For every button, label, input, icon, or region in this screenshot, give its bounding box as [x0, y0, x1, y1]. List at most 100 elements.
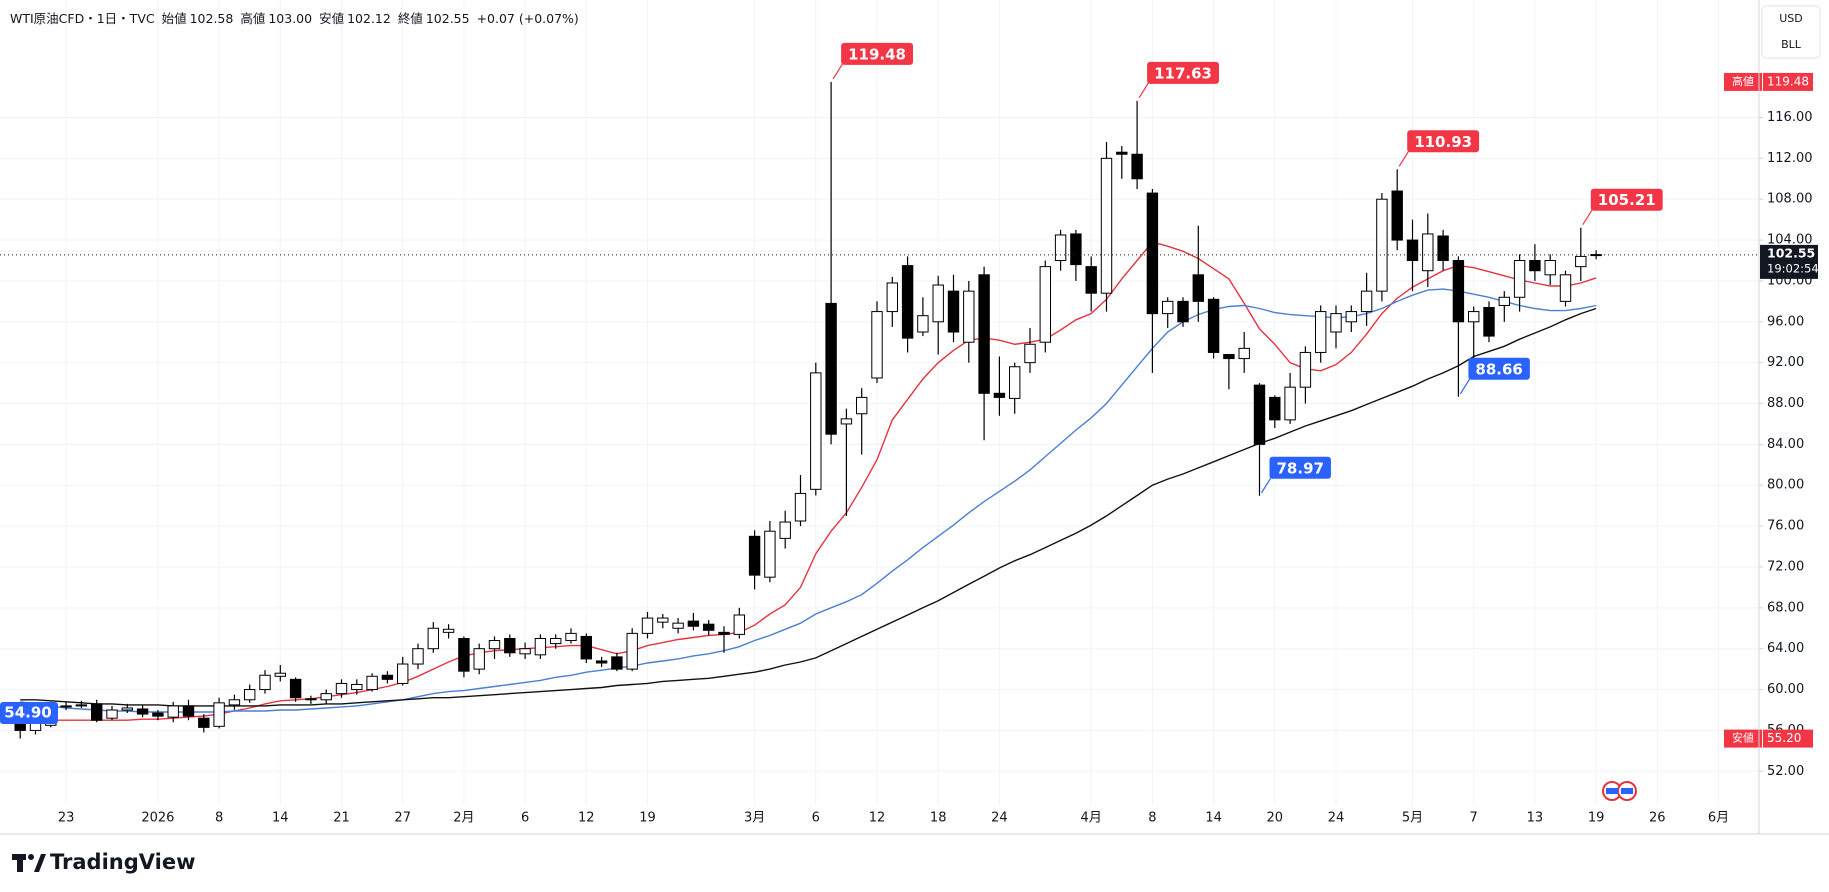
candle-body — [136, 708, 149, 715]
candle-body — [1437, 235, 1449, 262]
ohlc-name: 終値 — [397, 11, 423, 26]
candle-body — [550, 637, 562, 645]
candle-body — [1498, 296, 1510, 306]
x-tick-label: 26 — [1649, 811, 1666, 826]
y-tick-label: 112.00 — [1767, 151, 1813, 166]
ohlc-name: 安値 — [319, 11, 345, 26]
candle-body — [504, 637, 516, 654]
candle-body — [1284, 386, 1296, 421]
candle-body — [1192, 274, 1204, 302]
candle-body — [366, 675, 378, 691]
candle-body — [1391, 190, 1403, 241]
candle-body — [1575, 255, 1587, 268]
annotation-box — [0, 702, 58, 724]
candle-body — [320, 693, 332, 701]
unit-button[interactable]: USD — [1779, 12, 1803, 25]
candle-body — [351, 683, 363, 691]
price-label: 78.97 — [1277, 459, 1324, 477]
x-tick-label: 12 — [578, 811, 595, 826]
candle-body — [1269, 396, 1281, 421]
candle-body — [289, 678, 302, 699]
candle-body — [978, 274, 990, 394]
candle-body — [1330, 313, 1342, 333]
y-tick-label: 80.00 — [1767, 478, 1804, 493]
candle-body — [932, 284, 944, 323]
candle-body — [1360, 290, 1373, 313]
candle-body — [1406, 239, 1419, 262]
y-tick-label: 96.00 — [1767, 314, 1804, 329]
candle-body — [886, 282, 898, 313]
candle-body — [381, 674, 394, 680]
moving-average-line — [20, 307, 1597, 707]
candle-body — [1529, 260, 1541, 272]
x-tick-label: 24 — [991, 811, 1008, 826]
candle-body — [687, 620, 700, 627]
y-tick-label: 60.00 — [1767, 682, 1804, 697]
countdown: 19:02:54 — [1767, 261, 1819, 275]
candle-body — [91, 703, 103, 721]
candle-body — [1223, 353, 1235, 360]
candle-body — [1452, 260, 1465, 323]
x-tick-label: 7 — [1470, 811, 1478, 826]
price-label-box — [1269, 456, 1331, 479]
candle-body — [274, 672, 287, 677]
range-name: 高値 — [1732, 74, 1754, 88]
ohlc-value: 103.00 — [268, 11, 313, 26]
x-tick-label: 14 — [1205, 811, 1222, 826]
candle-body — [1238, 347, 1250, 360]
y-tick-label: 76.00 — [1767, 519, 1804, 534]
symbol: WTI原油CFD・1日・TVC — [10, 11, 155, 26]
range-name-box — [1724, 72, 1762, 91]
event-icons — [1602, 781, 1637, 801]
change: +0.07 (+0.07%) — [476, 11, 579, 26]
moving-average-line — [20, 241, 1597, 722]
ohlc-value: 102.12 — [347, 11, 391, 26]
candle-body — [1544, 260, 1556, 276]
candle-body — [244, 689, 256, 701]
event-flag — [1606, 788, 1618, 794]
candle-body — [901, 265, 914, 339]
candle-body — [810, 372, 822, 490]
current-price: 102.55 — [1767, 245, 1815, 260]
candle-body — [1559, 274, 1572, 302]
candle-body — [856, 396, 868, 415]
candle-body — [167, 705, 179, 718]
plot — [14, 81, 1602, 739]
price-label: 105.21 — [1598, 191, 1656, 209]
x-tick-label: 20 — [1267, 811, 1284, 826]
brand: TradingView — [50, 850, 195, 874]
label-connector — [1459, 377, 1471, 395]
y-tick-label: 116.00 — [1767, 110, 1813, 125]
candle-body — [703, 623, 715, 631]
label-connector — [1138, 81, 1150, 99]
candle-body — [259, 674, 271, 691]
y-tick-label: 92.00 — [1767, 355, 1804, 370]
candle-body — [412, 648, 424, 665]
price-label-box — [1407, 130, 1480, 153]
candle-body — [947, 290, 960, 333]
x-tick-label: 4月 — [1081, 811, 1102, 826]
candle-body — [748, 535, 761, 576]
candle-body — [121, 707, 133, 711]
unit-box — [1761, 5, 1821, 59]
candle-body — [335, 682, 348, 695]
y-tick-label: 68.00 — [1767, 600, 1804, 615]
candle-body — [764, 530, 776, 578]
label-connector — [1260, 476, 1273, 494]
candle-body — [1513, 260, 1526, 298]
candle-body — [1024, 343, 1036, 364]
x-tick-label: 3月 — [744, 811, 765, 826]
current-price-box — [1760, 244, 1818, 279]
x-tick-label: 21 — [333, 811, 350, 826]
logo-part — [17, 854, 23, 872]
price-label-box — [1590, 188, 1663, 211]
candle-body — [1177, 300, 1189, 323]
label-connector — [832, 62, 844, 80]
candle-body — [1162, 300, 1174, 315]
unit-button[interactable]: BLL — [1781, 38, 1802, 51]
candle-body — [458, 637, 470, 672]
price-label: 88.66 — [1475, 360, 1522, 378]
candle-body — [473, 648, 485, 670]
candle-body — [1100, 157, 1113, 294]
